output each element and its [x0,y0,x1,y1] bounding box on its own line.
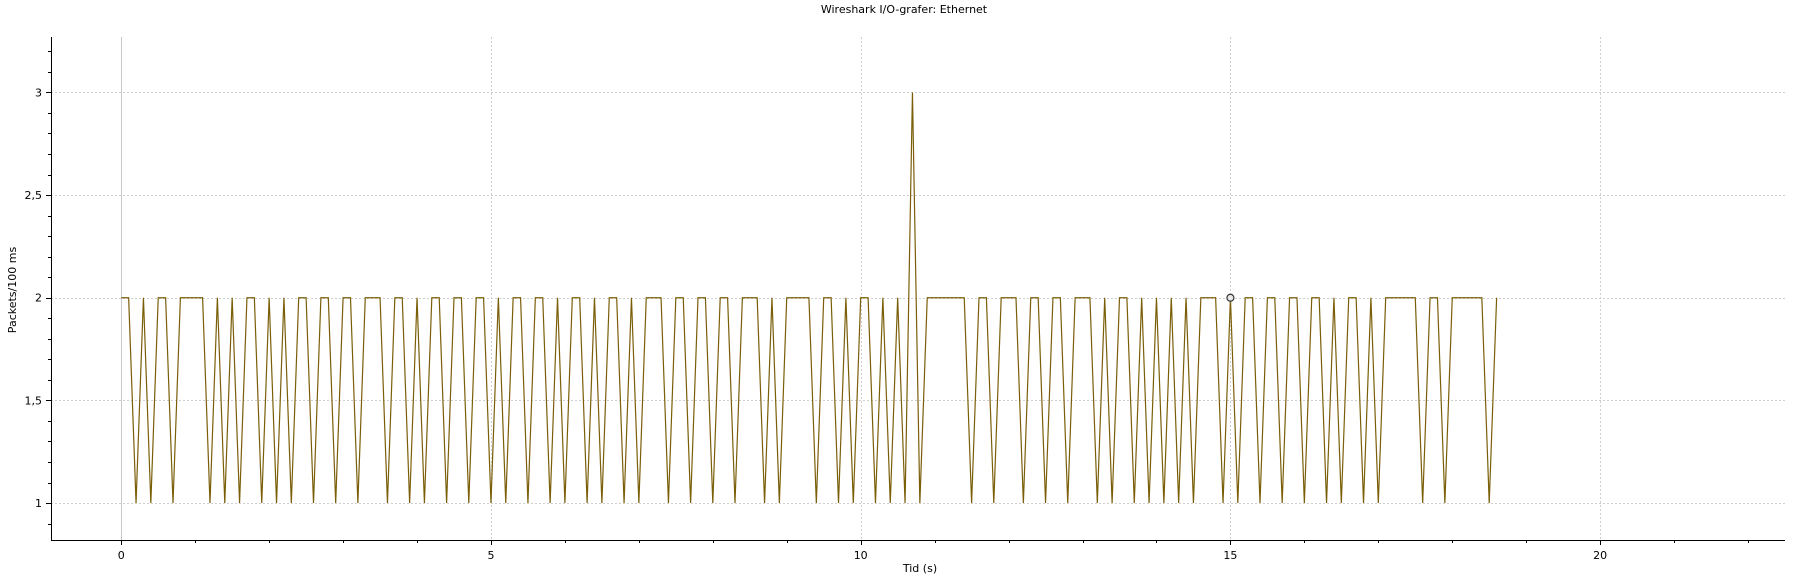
y-tick-label: 1 [35,497,42,510]
x-tick-label: 20 [1593,549,1607,562]
x-tick-label: 10 [854,549,868,562]
axes [51,37,1785,541]
grid-lines [51,37,1785,540]
y-tick-label: 2 [35,292,42,305]
x-tick-label: 15 [1223,549,1237,562]
series-layer[interactable] [121,92,1498,504]
series-line-ethernet[interactable] [121,92,1498,504]
y-tick-label: 2,5 [25,189,43,202]
tick-labels: 0 5 10 15 20 1 1,5 2 2,5 3 [25,86,1608,562]
x-axis-label: Tid (s) [902,562,937,575]
y-axis-label: Packets/100 ms [6,247,19,334]
y-tick-label: 1,5 [25,394,43,407]
selection-marker[interactable] [1226,293,1235,302]
y-tick-label: 3 [35,86,42,99]
tick-marks [46,51,1749,545]
x-tick-label: 5 [487,549,494,562]
x-tick-label: 0 [118,549,125,562]
chart-title: Wireshark I/O-grafer: Ethernet [821,3,988,16]
